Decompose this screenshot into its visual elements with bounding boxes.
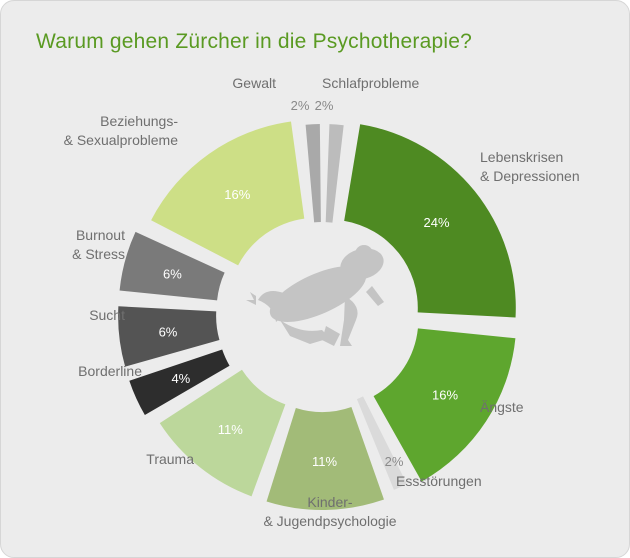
slice-value-label: 6%: [159, 324, 178, 339]
slice-value-label: 24%: [424, 215, 450, 230]
slice-category-label: Burnout & Stress: [72, 227, 125, 262]
slice-value-label: 6%: [163, 266, 182, 281]
donut-slice: [325, 124, 344, 223]
donut-slice: [119, 231, 225, 301]
donut-slice: [151, 121, 305, 266]
value-labels-group: 24% 16% 2% 11% 11% 4% 6% 6% 16% 2% 2%: [159, 98, 459, 469]
slice-category-label: Kinder-& Jugendpsychologie: [263, 494, 396, 529]
slice-category-label: Trauma: [146, 451, 194, 467]
slice-value-label: 2%: [291, 98, 310, 113]
donut-slice: [118, 306, 220, 367]
slice-category-label: Ängste: [480, 399, 524, 415]
slice-value-label: 4%: [171, 371, 190, 386]
slice-category-label: Gewalt: [232, 75, 276, 91]
donut-slice: [129, 349, 230, 415]
donut-slice: [344, 124, 516, 318]
slice-value-label: 2%: [385, 454, 404, 469]
slice-value-label: 2%: [315, 98, 334, 113]
slice-category-label: Beziehungs-& Sexualprobleme: [64, 113, 179, 148]
frog-icon: [246, 245, 384, 346]
slice-category-label: Borderline: [78, 363, 142, 379]
donut-slice: [159, 369, 286, 497]
slice-category-label: Sucht: [89, 307, 125, 323]
slice-value-label: 11%: [218, 422, 243, 437]
donut-slice: [373, 328, 516, 482]
category-labels-group: Lebenskrisen & Depressionen Ängste Essstöru…: [64, 75, 580, 529]
slice-value-label: 16%: [224, 187, 250, 202]
slice-category-label: Schlafprobleme: [322, 75, 419, 91]
donut-slice: [356, 396, 407, 490]
donut-slice: [305, 124, 321, 223]
donut-slice: [266, 407, 384, 510]
slice-value-label: 16%: [432, 387, 458, 402]
slice-category-label: Lebenskrisen & Depressionen: [480, 149, 580, 184]
slice-value-label: 11%: [312, 454, 337, 469]
chart-title: Warum gehen Zürcher in die Psychotherapi…: [36, 30, 473, 53]
slice-category-label: Essstörungen: [396, 473, 482, 489]
slices-group: [118, 121, 516, 510]
